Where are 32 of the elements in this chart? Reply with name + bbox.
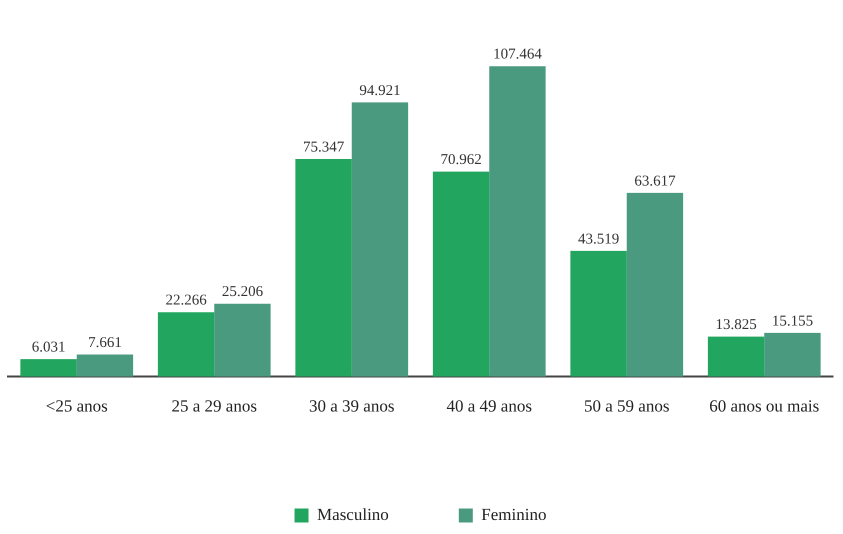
x-tick-label: 60 anos ou mais	[709, 396, 820, 416]
bar	[570, 250, 627, 377]
bar	[489, 66, 546, 377]
bar	[158, 312, 214, 377]
bar	[708, 336, 764, 377]
data-label: 43.519	[578, 231, 620, 248]
x-tick-label: <25 anos	[46, 396, 108, 416]
bar	[214, 304, 271, 377]
bar	[76, 354, 134, 377]
data-label: 13.825	[715, 317, 757, 334]
data-label: 107.464	[493, 46, 542, 63]
bar	[432, 172, 490, 377]
data-label: 7.661	[88, 334, 122, 351]
legend-label: Masculino	[317, 504, 389, 524]
x-tick-label: 40 a 49 anos	[446, 396, 532, 416]
bar	[626, 192, 684, 377]
data-label: 6.031	[32, 340, 66, 356]
data-label: 94.921	[359, 82, 401, 99]
data-label: 70.962	[440, 152, 482, 168]
bar	[764, 332, 821, 377]
x-tick-label: 25 a 29 anos	[172, 396, 257, 416]
bar	[20, 359, 77, 377]
x-tick-label: 30 a 39 anos	[309, 396, 394, 416]
data-label: 63.617	[634, 173, 676, 190]
x-tick-label: 50 a 59 anos	[584, 396, 670, 416]
data-label: 75.347	[302, 139, 345, 156]
bar	[295, 158, 352, 377]
data-label: 25.206	[222, 284, 264, 300]
data-label: 15.155	[772, 313, 814, 330]
data-label: 22.266	[165, 292, 208, 309]
legend-label: Feminino	[481, 504, 546, 524]
bar	[352, 102, 408, 377]
